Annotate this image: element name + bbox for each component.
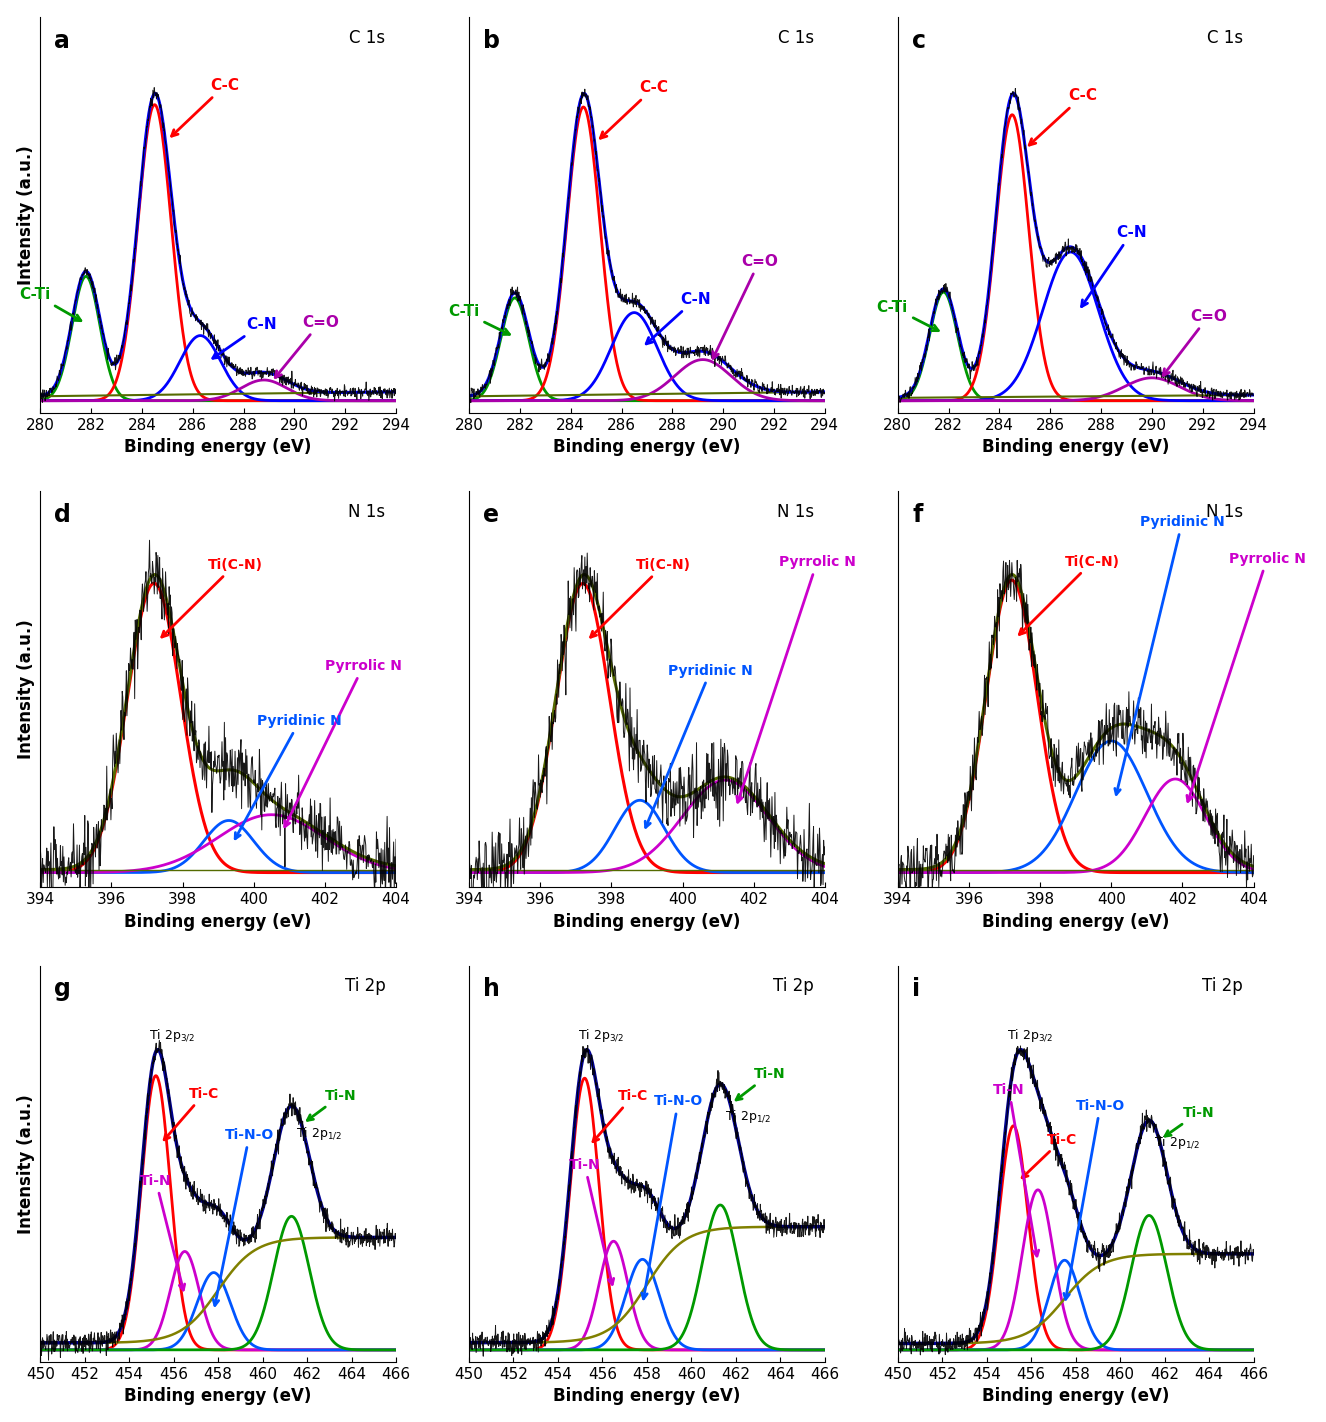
Text: d: d — [54, 503, 72, 528]
Text: Ti-C: Ti-C — [593, 1089, 648, 1142]
Text: C-N: C-N — [646, 292, 711, 344]
Text: Ti 2p: Ti 2p — [773, 977, 814, 995]
Text: Ti-C: Ti-C — [1022, 1133, 1077, 1177]
Text: C=O: C=O — [1163, 309, 1227, 375]
Text: Ti 2p$_{1/2}$: Ti 2p$_{1/2}$ — [296, 1126, 342, 1142]
Y-axis label: Intensity (a.u.): Intensity (a.u.) — [17, 1094, 34, 1234]
Text: Ti-N-O: Ti-N-O — [642, 1095, 703, 1298]
Text: C-C: C-C — [171, 78, 240, 137]
Text: C-N: C-N — [1082, 225, 1147, 307]
Y-axis label: Intensity (a.u.): Intensity (a.u.) — [17, 620, 34, 759]
Text: N 1s: N 1s — [349, 503, 386, 520]
Text: g: g — [54, 977, 72, 1001]
X-axis label: Binding energy (eV): Binding energy (eV) — [553, 1388, 741, 1405]
Text: Ti 2p$_{3/2}$: Ti 2p$_{3/2}$ — [578, 1027, 623, 1044]
Text: Pyrrolic N: Pyrrolic N — [1187, 552, 1306, 802]
Text: C-Ti: C-Ti — [448, 304, 509, 334]
Text: Ti-N: Ti-N — [1166, 1106, 1215, 1136]
X-axis label: Binding energy (eV): Binding energy (eV) — [125, 1388, 312, 1405]
X-axis label: Binding energy (eV): Binding energy (eV) — [983, 913, 1170, 931]
X-axis label: Binding energy (eV): Binding energy (eV) — [983, 1388, 1170, 1405]
Text: Pyridinic N: Pyridinic N — [1115, 515, 1224, 795]
Text: Ti 2p$_{3/2}$: Ti 2p$_{3/2}$ — [1006, 1027, 1053, 1044]
X-axis label: Binding energy (eV): Binding energy (eV) — [553, 438, 741, 456]
Text: h: h — [483, 977, 500, 1001]
Text: a: a — [54, 28, 70, 53]
Text: Ti 2p: Ti 2p — [345, 977, 386, 995]
X-axis label: Binding energy (eV): Binding energy (eV) — [125, 438, 312, 456]
Text: i: i — [912, 977, 920, 1001]
Y-axis label: Intensity (a.u.): Intensity (a.u.) — [17, 145, 34, 284]
Text: Ti(C-N): Ti(C-N) — [162, 557, 263, 637]
Text: Pyrrolic N: Pyrrolic N — [737, 555, 855, 802]
Text: C-Ti: C-Ti — [19, 287, 81, 321]
Text: Pyridinic N: Pyridinic N — [235, 714, 342, 839]
Text: C-C: C-C — [1029, 88, 1097, 145]
Text: Ti(C-N): Ti(C-N) — [1020, 555, 1120, 634]
Text: Ti-N-O: Ti-N-O — [213, 1128, 274, 1305]
Text: c: c — [912, 28, 926, 53]
Text: b: b — [483, 28, 500, 53]
X-axis label: Binding energy (eV): Binding energy (eV) — [125, 913, 312, 931]
Text: Pyrrolic N: Pyrrolic N — [285, 658, 402, 826]
Text: C-N: C-N — [212, 317, 277, 358]
Text: Ti-N: Ti-N — [736, 1066, 785, 1101]
Text: C-Ti: C-Ti — [876, 300, 939, 331]
Text: C-C: C-C — [601, 80, 668, 138]
Text: Ti-N-O: Ti-N-O — [1063, 1099, 1124, 1300]
Text: Ti-N: Ti-N — [308, 1089, 357, 1121]
Text: Ti 2p$_{1/2}$: Ti 2p$_{1/2}$ — [1154, 1135, 1200, 1152]
Text: e: e — [483, 503, 500, 528]
Text: C=O: C=O — [713, 253, 778, 358]
Text: Ti 2p$_{3/2}$: Ti 2p$_{3/2}$ — [150, 1027, 195, 1044]
Text: Ti-C: Ti-C — [164, 1086, 220, 1140]
Text: N 1s: N 1s — [777, 503, 814, 520]
X-axis label: Binding energy (eV): Binding energy (eV) — [553, 913, 741, 931]
Text: Ti 2p: Ti 2p — [1203, 977, 1242, 995]
Text: Ti-N: Ti-N — [141, 1173, 184, 1290]
Text: Pyridinic N: Pyridinic N — [646, 664, 753, 828]
Text: N 1s: N 1s — [1205, 503, 1242, 520]
Text: Ti(C-N): Ti(C-N) — [590, 557, 691, 637]
Text: Ti-N: Ti-N — [569, 1158, 614, 1284]
X-axis label: Binding energy (eV): Binding energy (eV) — [983, 438, 1170, 456]
Text: Ti 2p$_{1/2}$: Ti 2p$_{1/2}$ — [725, 1109, 770, 1125]
Text: C 1s: C 1s — [349, 28, 386, 47]
Text: C 1s: C 1s — [778, 28, 814, 47]
Text: f: f — [912, 503, 923, 528]
Text: C=O: C=O — [276, 314, 339, 377]
Text: C 1s: C 1s — [1207, 28, 1242, 47]
Text: Ti-N: Ti-N — [993, 1082, 1038, 1256]
